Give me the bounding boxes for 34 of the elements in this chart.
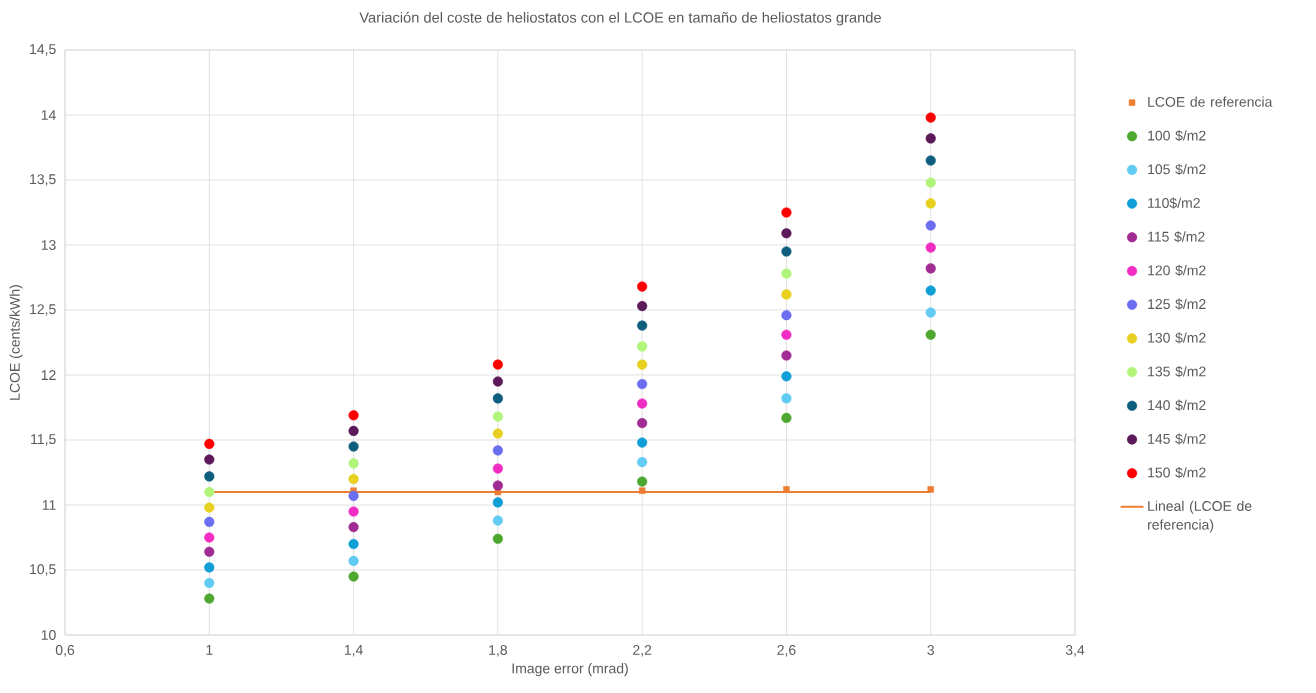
legend-label: 115 $/m2 [1148, 231, 1205, 243]
legend-label: 125 $/m2 [1148, 298, 1206, 310]
legend-label: 145 $/m2 [1148, 433, 1206, 445]
y-tick-label: 11 [42, 500, 56, 510]
y-tick-label: 14,5 [30, 44, 56, 56]
legend-label: Lineal (LCOE de referencia) [1148, 500, 1252, 533]
y-tick-label: 12,5 [30, 304, 56, 316]
x-tick-label: 1,8 [489, 645, 507, 657]
y-tick-label: 10,5 [30, 564, 56, 576]
legend-label: 120 $/m2 [1148, 264, 1206, 277]
x-tick-label: 3,4 [1065, 645, 1085, 657]
y-tick-label: 14 [41, 110, 56, 120]
y-tick-label: 12 [41, 370, 56, 380]
y-axis-title: LCOE (cents/kWh) [9, 285, 23, 400]
legend-label: 150 $/m2 [1148, 467, 1206, 479]
x-tick-label: 2,6 [777, 645, 796, 657]
legend-label: 130 $/m2 [1148, 332, 1206, 344]
legend-label: 140 $/m2 [1148, 399, 1206, 411]
legend-label: LCOE de referencia [1148, 96, 1273, 107]
x-tick-label: 2,2 [633, 645, 652, 657]
y-tick-label: 10 [41, 630, 56, 640]
x-tick-label: 3 [927, 645, 934, 655]
x-tick-label: 1,4 [344, 645, 363, 657]
x-tick-label: 1 [206, 645, 213, 655]
chart-title: Variación del coste de heliostatos con el LCOE en tamaño de heliostatos grande [359, 11, 881, 26]
x-tick-label: 0,6 [55, 645, 75, 657]
legend-label: 135 $/m2 [1148, 365, 1206, 378]
y-tick-label: 13 [41, 240, 56, 250]
legend-label: 100 $/m2 [1148, 130, 1206, 142]
y-tick-label: 11,5 [31, 434, 56, 446]
legend-label: 105 $/m2 [1148, 163, 1206, 176]
legend-label: 110$/m2 [1148, 197, 1200, 209]
x-axis-title: Image error (mrad) [512, 663, 628, 677]
y-tick-label: 13,5 [30, 174, 56, 186]
